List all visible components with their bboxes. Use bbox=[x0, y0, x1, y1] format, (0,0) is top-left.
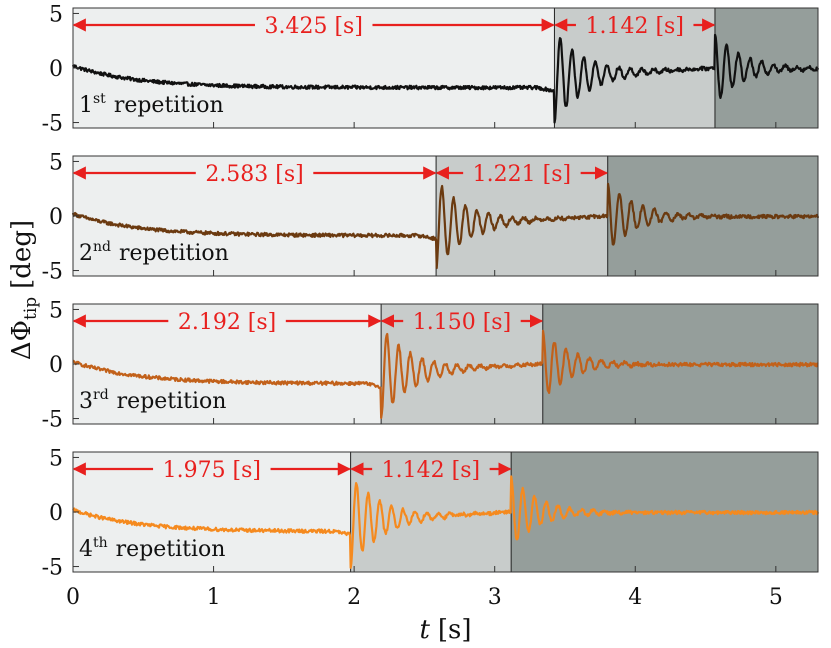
repetition-label: 1st repetition bbox=[79, 91, 224, 118]
series-line-4 bbox=[72, 475, 820, 569]
x-tick-label: 3 bbox=[488, 585, 502, 610]
phase2-region bbox=[436, 156, 608, 276]
x-tick-label: 4 bbox=[628, 585, 642, 610]
phase1-region bbox=[73, 304, 382, 424]
x-axis: 0 1 2 3 4 5 t [s] bbox=[66, 585, 783, 645]
y-tick-label: 5 bbox=[49, 298, 63, 323]
repetition-suffix: rd bbox=[93, 387, 109, 403]
repetition-label: 4th repetition bbox=[79, 535, 225, 562]
repetition-label: 2nd repetition bbox=[79, 239, 229, 266]
y-tick-label: -5 bbox=[42, 408, 63, 433]
interval1-label: 3.425 [s] bbox=[265, 14, 363, 39]
x-tick-label: 5 bbox=[769, 585, 783, 610]
repetition-suffix: th bbox=[93, 535, 108, 551]
x-axis-variable: t bbox=[419, 615, 430, 645]
interval2-label: 1.221 [s] bbox=[473, 162, 571, 187]
x-tick-label: 1 bbox=[207, 585, 221, 610]
interval2-label: 1.142 [s] bbox=[585, 14, 683, 39]
repetition-label: 3rd repetition bbox=[79, 387, 226, 414]
interval2-label: 1.150 [s] bbox=[413, 310, 511, 335]
y-axis-symbol: ΔΦ bbox=[7, 320, 37, 360]
y-axis-label: ΔΦtip [deg] bbox=[7, 220, 41, 360]
phase1-region bbox=[73, 156, 437, 276]
repetition-number: 3 bbox=[79, 389, 93, 414]
y-tick-label: 5 bbox=[49, 150, 63, 175]
repetition-number: 1 bbox=[79, 93, 93, 118]
repetition-word: repetition bbox=[114, 93, 224, 118]
panel-1: 5 0 -5 3.425 [s] 1.142 [s] 1st repetition bbox=[42, 2, 820, 137]
y-tick-label: 0 bbox=[49, 501, 63, 526]
y-tick-label: 0 bbox=[49, 205, 63, 230]
x-axis-label: t [s] bbox=[419, 615, 471, 645]
repetition-suffix: nd bbox=[93, 239, 111, 255]
y-axis-label-text: ΔΦtip [deg] bbox=[7, 220, 41, 360]
phase1-region bbox=[73, 8, 555, 128]
repetition-word: repetition bbox=[117, 389, 227, 414]
y-tick-label: -5 bbox=[42, 260, 63, 285]
interval1-label: 2.583 [s] bbox=[205, 162, 303, 187]
x-tick-label: 2 bbox=[347, 585, 361, 610]
y-axis-subscript: tip bbox=[21, 297, 41, 320]
y-axis-unit: [deg] bbox=[7, 220, 37, 289]
x-tick-label: 0 bbox=[66, 585, 80, 610]
repetition-word: repetition bbox=[119, 241, 229, 266]
repetition-number: 2 bbox=[79, 241, 93, 266]
y-tick-label: 5 bbox=[49, 446, 63, 471]
interval1-label: 2.192 [s] bbox=[178, 310, 276, 335]
y-tick-label: 5 bbox=[49, 2, 63, 27]
y-tick-label: 0 bbox=[49, 353, 63, 378]
interval2-label: 1.142 [s] bbox=[382, 458, 480, 483]
phase1-region bbox=[73, 452, 351, 572]
y-tick-label: -5 bbox=[42, 112, 63, 137]
panel-2: 5 0 -5 2.583 [s] 1.221 [s] 2nd repetition bbox=[42, 150, 820, 285]
repetition-suffix: st bbox=[93, 91, 106, 107]
series-line-2 bbox=[71, 182, 820, 270]
repetition-number: 4 bbox=[79, 537, 93, 562]
series-line-1 bbox=[71, 33, 820, 124]
panel-3: 5 0 -5 2.192 [s] 1.150 [s] 3rd repetition bbox=[42, 298, 819, 433]
y-tick-label: -5 bbox=[42, 556, 63, 581]
y-tick-label: 0 bbox=[49, 57, 63, 82]
interval1-label: 1.975 [s] bbox=[163, 458, 261, 483]
panel-4: 5 0 -5 1.975 [s] 1.142 [s] 4th repetition bbox=[42, 446, 820, 581]
series-line-3 bbox=[72, 329, 819, 420]
repetition-word: repetition bbox=[116, 537, 226, 562]
x-axis-unit: [s] bbox=[438, 615, 472, 645]
panels-layer: 5 0 -5 3.425 [s] 1.142 [s] 1st repetition 5 0 -5 2… bbox=[42, 2, 820, 581]
